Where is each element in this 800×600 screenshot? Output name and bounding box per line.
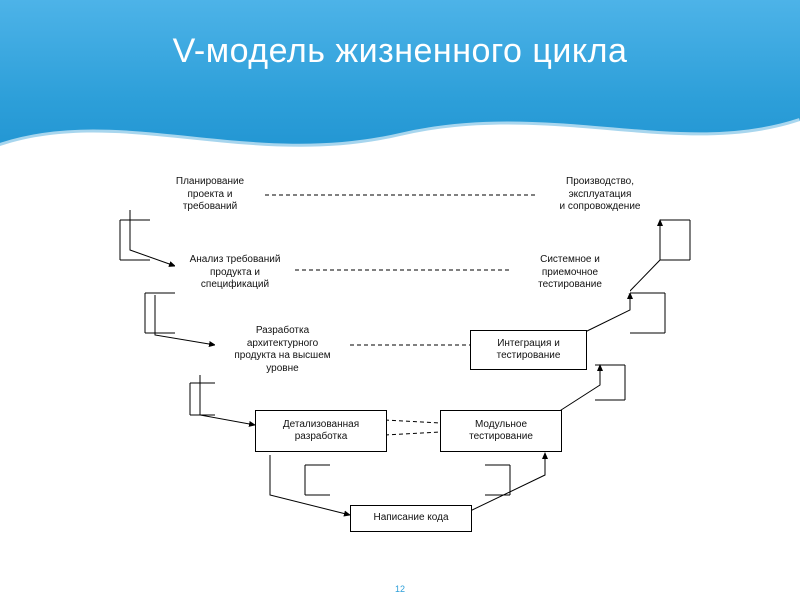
diagram-arrows [0, 165, 800, 600]
slide-title: V-модель жизненного цикла [0, 0, 800, 71]
node-plan: Планированиепроекта итребований [155, 175, 265, 215]
node-req: Анализ требованийпродукта испецификаций [175, 253, 295, 293]
node-detail: Детализованнаяразработка [255, 410, 387, 452]
node-integ: Интеграция итестирование [470, 330, 587, 370]
node-unit: Модульноетестирование [440, 410, 562, 452]
wave-divider [0, 106, 800, 166]
node-arch: Разработкаархитектурногопродукта на высш… [215, 325, 350, 375]
v-model-diagram: 12 Планированиепроекта итребований Произв… [0, 165, 800, 600]
page-number: 12 [0, 584, 800, 594]
node-systest: Системное иприемочноетестирование [510, 253, 630, 293]
slide-header: V-модель жизненного цикла [0, 0, 800, 165]
node-prod: Производство,эксплуатацияи сопровождение [535, 175, 665, 215]
node-code: Написание кода [350, 505, 472, 532]
